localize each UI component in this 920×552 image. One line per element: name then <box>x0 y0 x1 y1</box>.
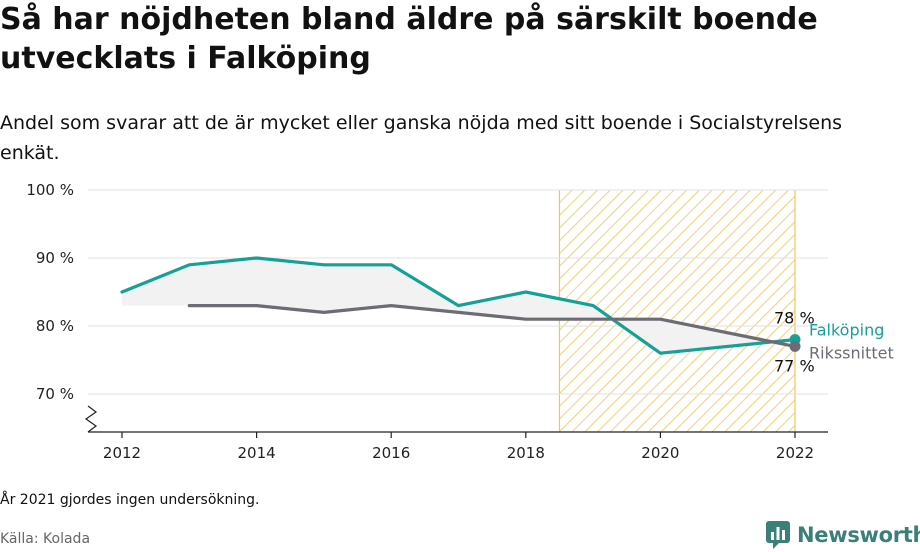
chart-title: Så har nöjdheten bland äldre på särskilt… <box>0 2 818 76</box>
y-tick-label: 90 % <box>36 249 74 267</box>
source-text: Källa: Kolada <box>0 531 91 547</box>
x-tick-label: 2012 <box>103 444 141 462</box>
end-point-rikssnittet <box>789 340 801 352</box>
series-name-label: Falköping <box>809 321 884 340</box>
line-chart: 70 % 80 % 90 % 100 % 2012 2014 2016 2018 2020 20… <box>26 181 894 462</box>
x-tick-label: 2020 <box>641 444 679 462</box>
x-tick-label: 2016 <box>372 444 410 462</box>
x-tick-label: 2014 <box>238 444 276 462</box>
end-value-label: 78 % <box>774 309 815 328</box>
brand-name: Newsworthy <box>797 523 920 547</box>
x-tick-label: 2018 <box>507 444 545 462</box>
series-line-falkoping <box>120 256 797 355</box>
y-tick-label: 70 % <box>36 385 74 403</box>
footnote: År 2021 gjordes ingen undersökning. <box>0 492 260 508</box>
brand-logo[interactable]: Newsworthy <box>765 520 920 550</box>
y-tick-label: 100 % <box>26 181 74 199</box>
series-name-label: Rikssnittet <box>809 343 894 362</box>
x-tick-label: 2022 <box>776 444 814 462</box>
end-value-label: 77 % <box>774 356 815 375</box>
newsworthy-chart-icon <box>766 521 790 549</box>
chart-subtitle: Andel som svarar att de är mycket eller … <box>0 112 843 164</box>
series-line-rikssnittet <box>187 304 797 348</box>
axis-break-icon <box>84 405 98 433</box>
y-tick-label: 80 % <box>36 317 74 335</box>
